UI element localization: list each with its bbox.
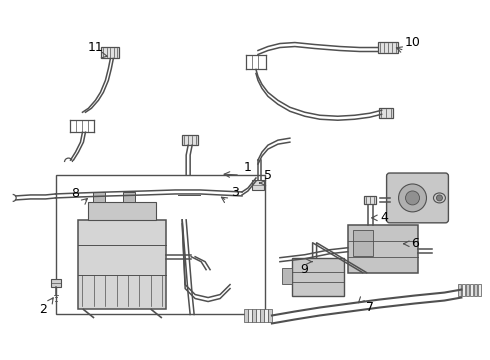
Text: 5: 5 — [264, 168, 272, 181]
Bar — [474, 284, 477, 296]
Bar — [256, 309, 260, 323]
Bar — [462, 284, 465, 296]
Circle shape — [406, 191, 419, 205]
Bar — [260, 309, 264, 323]
Text: 2: 2 — [39, 303, 47, 316]
Bar — [248, 309, 252, 323]
Bar — [245, 309, 248, 323]
Bar — [55, 175, 265, 315]
Text: 8: 8 — [72, 188, 79, 201]
Text: 3: 3 — [231, 186, 239, 199]
Text: 6: 6 — [412, 237, 419, 250]
Bar — [282, 268, 292, 284]
FancyBboxPatch shape — [78, 220, 166, 310]
FancyBboxPatch shape — [50, 279, 61, 287]
Bar — [470, 284, 473, 296]
Bar — [466, 284, 469, 296]
Text: 7: 7 — [366, 301, 374, 314]
Bar — [101, 47, 120, 58]
FancyBboxPatch shape — [348, 225, 417, 273]
Bar — [268, 309, 271, 323]
Bar — [123, 192, 135, 202]
Circle shape — [398, 184, 426, 212]
FancyBboxPatch shape — [387, 173, 448, 223]
Bar — [252, 180, 264, 190]
Bar — [182, 135, 198, 145]
Bar — [478, 284, 481, 296]
FancyBboxPatch shape — [89, 202, 156, 220]
Bar — [364, 196, 376, 204]
Text: 10: 10 — [405, 36, 420, 49]
Text: 11: 11 — [88, 41, 103, 54]
Circle shape — [437, 195, 442, 201]
Text: 4: 4 — [381, 211, 389, 224]
Bar — [94, 192, 105, 202]
Bar — [378, 41, 397, 54]
Bar — [264, 309, 268, 323]
Bar — [379, 108, 392, 118]
Text: 9: 9 — [300, 263, 308, 276]
Bar — [458, 284, 461, 296]
Bar — [353, 230, 372, 256]
Text: 1: 1 — [244, 161, 252, 174]
Bar — [252, 309, 256, 323]
FancyBboxPatch shape — [292, 258, 343, 296]
Ellipse shape — [434, 193, 445, 203]
